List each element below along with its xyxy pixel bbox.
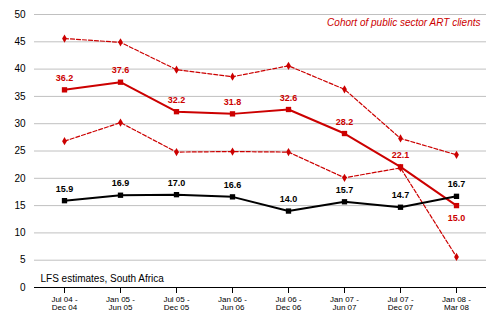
svg-text:32.6: 32.6 bbox=[280, 93, 298, 103]
svg-text:5: 5 bbox=[20, 254, 26, 265]
svg-text:14.0: 14.0 bbox=[280, 194, 298, 204]
svg-text:16.7: 16.7 bbox=[448, 179, 466, 189]
svg-text:20: 20 bbox=[14, 173, 26, 184]
svg-text:36.2: 36.2 bbox=[56, 73, 74, 83]
svg-text:Jan 06 -Jun 06: Jan 06 -Jun 06 bbox=[218, 295, 247, 312]
svg-text:40: 40 bbox=[14, 63, 26, 74]
svg-text:15.0: 15.0 bbox=[448, 213, 466, 223]
svg-text:31.8: 31.8 bbox=[224, 97, 242, 107]
svg-text:Jan 05 -Jun 05: Jan 05 -Jun 05 bbox=[106, 295, 135, 312]
svg-text:0: 0 bbox=[20, 282, 26, 293]
svg-text:45: 45 bbox=[14, 36, 26, 47]
svg-text:Jan 07 -Jun 07: Jan 07 -Jun 07 bbox=[330, 295, 359, 312]
svg-text:35: 35 bbox=[14, 91, 26, 102]
svg-text:Cohort of public sector ART cl: Cohort of public sector ART clients bbox=[327, 17, 480, 28]
svg-text:15.7: 15.7 bbox=[336, 185, 354, 195]
svg-text:50: 50 bbox=[14, 9, 26, 20]
svg-text:30: 30 bbox=[14, 118, 26, 129]
svg-text:37.6: 37.6 bbox=[112, 65, 130, 75]
svg-text:Jul 04 -Dec 04: Jul 04 -Dec 04 bbox=[51, 295, 78, 312]
svg-text:15.9: 15.9 bbox=[56, 184, 74, 194]
svg-text:22.1: 22.1 bbox=[392, 150, 410, 160]
svg-text:15: 15 bbox=[14, 200, 26, 211]
svg-text:Jul 05 -Dec 05: Jul 05 -Dec 05 bbox=[163, 295, 190, 312]
svg-text:25: 25 bbox=[14, 145, 26, 156]
svg-text:32.2: 32.2 bbox=[168, 95, 186, 105]
svg-text:Jul 06 -Dec 06: Jul 06 -Dec 06 bbox=[275, 295, 302, 312]
svg-text:14.7: 14.7 bbox=[392, 190, 410, 200]
svg-text:Jan 08 -Mar 08: Jan 08 -Mar 08 bbox=[442, 295, 471, 312]
svg-text:16.9: 16.9 bbox=[112, 178, 130, 188]
svg-text:LFS estimates, South Africa: LFS estimates, South Africa bbox=[41, 273, 165, 284]
svg-text:16.6: 16.6 bbox=[224, 180, 242, 190]
svg-text:28.2: 28.2 bbox=[336, 117, 354, 127]
svg-text:17.0: 17.0 bbox=[168, 178, 186, 188]
svg-text:Jul 07 -Dec 07: Jul 07 -Dec 07 bbox=[387, 295, 414, 312]
svg-text:10: 10 bbox=[14, 227, 26, 238]
